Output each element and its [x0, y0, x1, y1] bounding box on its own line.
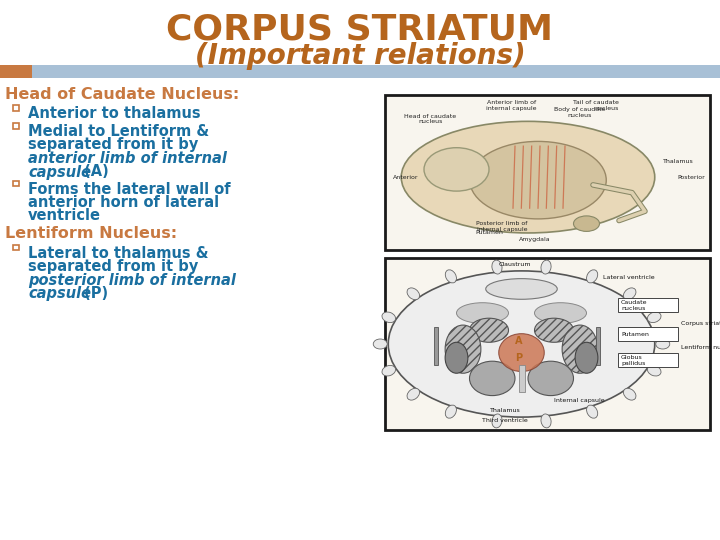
Text: capsule: capsule [28, 286, 91, 301]
Ellipse shape [407, 288, 420, 300]
Ellipse shape [373, 339, 387, 349]
Text: Posterior limb of
internal capsule: Posterior limb of internal capsule [477, 221, 528, 232]
Bar [385, 258, 710, 430]
Ellipse shape [575, 342, 598, 373]
Text: Forms the lateral wall of: Forms the lateral wall of [28, 181, 230, 197]
Text: Lentiform nucleus: Lentiform nucleus [681, 345, 720, 350]
Ellipse shape [528, 361, 574, 396]
Text: separated from it by: separated from it by [28, 138, 198, 152]
Bar [0, 65, 32, 78]
Text: Tail of caudate
nucleus: Tail of caudate nucleus [573, 100, 619, 111]
Bar [32, 65, 720, 78]
Text: Amygdala: Amygdala [518, 237, 550, 242]
Ellipse shape [587, 270, 598, 283]
Ellipse shape [486, 279, 557, 299]
Ellipse shape [534, 303, 587, 323]
Text: Thalamus: Thalamus [490, 408, 521, 413]
Ellipse shape [445, 405, 456, 418]
Text: Corpus striatum: Corpus striatum [681, 321, 720, 326]
Ellipse shape [407, 388, 420, 400]
Text: Head of Caudate Nucleus:: Head of Caudate Nucleus: [5, 87, 239, 102]
Text: Body of caudate
nucleus: Body of caudate nucleus [554, 107, 606, 118]
Text: (P): (P) [79, 286, 108, 301]
Ellipse shape [624, 288, 636, 300]
Ellipse shape [541, 414, 551, 428]
Bar [13, 180, 19, 186]
Text: Internal capsule: Internal capsule [554, 398, 605, 403]
Text: ventricle: ventricle [28, 208, 101, 224]
Text: Medial to Lentiform &: Medial to Lentiform & [28, 124, 209, 139]
Ellipse shape [492, 260, 502, 274]
Ellipse shape [456, 303, 508, 323]
Text: Anterior to thalamus: Anterior to thalamus [28, 106, 201, 121]
Ellipse shape [562, 325, 598, 373]
Ellipse shape [469, 141, 606, 219]
Bar [13, 245, 19, 250]
Ellipse shape [445, 325, 481, 373]
Bar [385, 95, 710, 250]
Text: Putamen: Putamen [475, 230, 503, 235]
FancyBboxPatch shape [618, 353, 678, 367]
Bar [433, 327, 438, 364]
Text: Third ventricle: Third ventricle [482, 418, 528, 423]
Text: A: A [515, 335, 522, 346]
Text: (Important relations): (Important relations) [194, 42, 526, 70]
Bar [13, 105, 19, 111]
FancyBboxPatch shape [618, 298, 678, 312]
Ellipse shape [445, 342, 468, 373]
Text: Head of caudate
nucleus: Head of caudate nucleus [405, 113, 456, 124]
Bar [596, 327, 600, 364]
Text: Thalamus: Thalamus [663, 159, 694, 164]
Text: Caudate
nucleus: Caudate nucleus [621, 300, 647, 310]
FancyBboxPatch shape [618, 327, 678, 341]
Text: CORPUS STRIATUM: CORPUS STRIATUM [166, 13, 554, 47]
Text: anterior horn of lateral: anterior horn of lateral [28, 195, 219, 210]
Ellipse shape [647, 366, 661, 376]
Text: Anterior limb of
internal capsule: Anterior limb of internal capsule [487, 100, 537, 111]
Ellipse shape [574, 216, 600, 232]
Text: posterior limb of internal: posterior limb of internal [28, 273, 236, 287]
Ellipse shape [469, 318, 508, 342]
Ellipse shape [388, 271, 654, 417]
Text: Lateral ventricle: Lateral ventricle [603, 275, 654, 280]
Text: (A): (A) [79, 165, 109, 179]
Ellipse shape [624, 388, 636, 400]
Ellipse shape [469, 361, 515, 396]
Text: Lateral to thalamus &: Lateral to thalamus & [28, 246, 209, 260]
Bar [518, 364, 524, 392]
Ellipse shape [382, 312, 395, 322]
Ellipse shape [656, 339, 670, 349]
Text: Globus
pallidus: Globus pallidus [621, 355, 645, 366]
Text: separated from it by: separated from it by [28, 259, 198, 274]
Ellipse shape [587, 405, 598, 418]
Ellipse shape [445, 270, 456, 283]
Ellipse shape [401, 122, 654, 233]
Text: P: P [515, 353, 522, 363]
Text: Lentiform Nucleus:: Lentiform Nucleus: [5, 226, 177, 241]
Text: Claustrum: Claustrum [499, 262, 531, 267]
Text: capsule: capsule [28, 165, 91, 179]
Text: Anterior: Anterior [393, 174, 418, 180]
Ellipse shape [492, 414, 502, 428]
Ellipse shape [424, 148, 489, 191]
Ellipse shape [382, 366, 395, 376]
Ellipse shape [647, 312, 661, 322]
Ellipse shape [541, 260, 551, 274]
Bar [13, 123, 19, 129]
Text: Posterior: Posterior [678, 174, 705, 180]
Ellipse shape [534, 318, 574, 342]
Ellipse shape [499, 334, 544, 372]
Text: anterior limb of internal: anterior limb of internal [28, 151, 227, 166]
Text: Putamen: Putamen [621, 332, 649, 337]
